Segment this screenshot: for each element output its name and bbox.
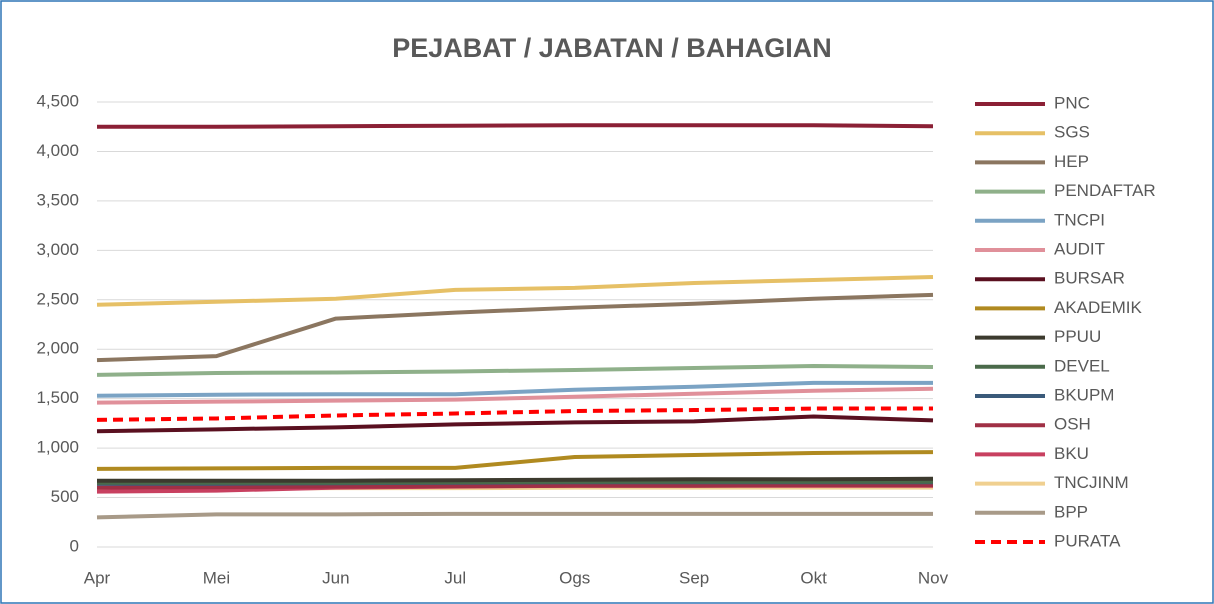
y-tick-label: 1,500 — [36, 388, 79, 407]
series-line — [97, 476, 934, 483]
legend-label: PNC — [1054, 93, 1090, 112]
series-line — [96, 275, 934, 307]
legend-label: AKADEMIK — [1054, 298, 1143, 317]
series-line — [96, 511, 933, 520]
legend-label: SGS — [1054, 123, 1090, 142]
y-tick-label: 1,000 — [36, 438, 79, 457]
y-tick-label: 500 — [51, 487, 79, 506]
y-tick-label: 3,000 — [36, 240, 79, 259]
x-tick-label: Jun — [322, 568, 349, 587]
legend-label: BKU — [1054, 444, 1089, 463]
series-line — [96, 380, 933, 398]
x-tick-label: Ogs — [559, 568, 590, 587]
legend-label: PURATA — [1054, 531, 1121, 550]
x-tick-label: Apr — [84, 568, 111, 587]
x-tick-label: Okt — [800, 568, 827, 587]
legend-label: BKUPM — [1054, 385, 1114, 404]
y-tick-label: 4,500 — [36, 91, 79, 110]
x-tick-label: Nov — [918, 568, 949, 587]
x-tick-label: Sep — [679, 568, 709, 587]
x-tick-label: Jul — [444, 568, 466, 587]
series-line — [96, 406, 933, 422]
series-line — [96, 364, 934, 377]
y-tick-label: 2,500 — [36, 289, 79, 308]
y-tick-label: 4,000 — [36, 141, 79, 160]
legend-label: HEP — [1054, 152, 1089, 171]
chart-title: PEJABAT / JABATAN / BAHAGIAN — [392, 33, 832, 63]
y-tick-label: 3,500 — [36, 190, 79, 209]
legend-label: DEVEL — [1054, 356, 1110, 375]
legend-label: BURSAR — [1054, 269, 1125, 288]
legend-label: BPP — [1054, 502, 1088, 521]
series-line — [96, 414, 934, 434]
series-line — [96, 292, 934, 363]
legend-label: TNCJINM — [1054, 473, 1129, 492]
legend-label: PPUU — [1054, 327, 1101, 346]
series-line — [96, 386, 934, 405]
legend-label: PENDAFTAR — [1054, 181, 1156, 200]
series-line — [96, 483, 933, 490]
legend-label: OSH — [1054, 415, 1091, 434]
legend-label: AUDIT — [1054, 239, 1105, 258]
y-tick-label: 2,000 — [36, 339, 79, 358]
series-line — [96, 450, 934, 471]
legend-label: TNCPI — [1054, 210, 1105, 229]
y-tick-label: 0 — [70, 536, 79, 555]
series-line — [97, 123, 934, 129]
x-tick-label: Mei — [203, 568, 230, 587]
